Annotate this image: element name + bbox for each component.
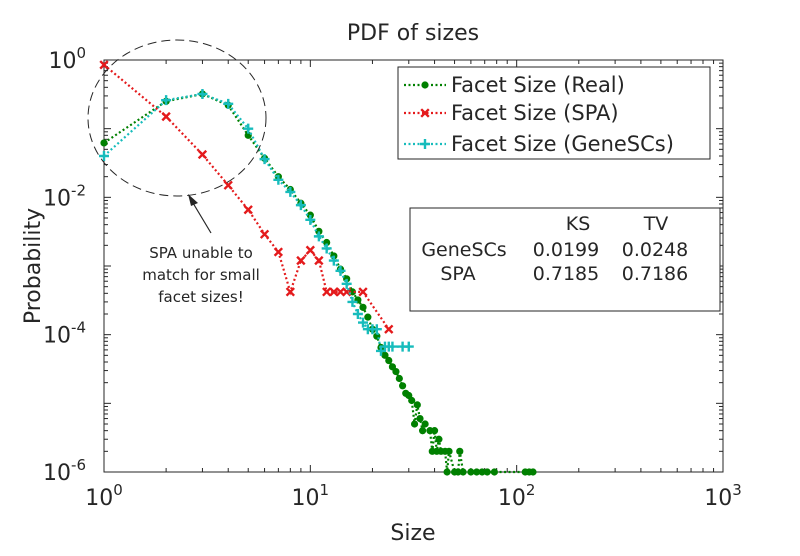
legend-marker-spa	[420, 108, 430, 118]
data-point-spa	[259, 229, 270, 239]
data-point-genescs	[259, 154, 270, 165]
data-point-real	[443, 468, 451, 476]
data-point-spa	[322, 287, 332, 297]
data-point-genescs	[161, 95, 172, 106]
data-point-real	[483, 468, 491, 476]
table-cell-spa-ks: 0.7185	[533, 263, 599, 285]
data-point-genescs	[99, 150, 109, 161]
data-point-real	[435, 435, 443, 443]
data-point-spa	[314, 255, 324, 266]
data-point-genescs	[358, 317, 369, 328]
data-point-spa	[305, 245, 315, 255]
y-tick-label: 10-2	[43, 181, 86, 211]
data-point-real	[445, 447, 453, 455]
data-point-real	[408, 396, 416, 405]
legend-marker-real	[421, 81, 429, 89]
chart-title: PDF of sizes	[347, 21, 479, 46]
series-genescs	[99, 88, 414, 356]
data-point-real	[418, 427, 427, 435]
data-point-genescs	[313, 231, 324, 242]
data-point-genescs	[285, 186, 296, 197]
data-point-genescs	[347, 296, 358, 307]
x-tick-label: 103	[704, 481, 742, 511]
legend-label-spa: Facet Size (SPA)	[451, 101, 619, 125]
y-tick-label: 10-6	[43, 456, 86, 486]
annotation-line-1: SPA unable to	[149, 244, 253, 262]
table-cell-spa-tv: 0.7186	[622, 263, 688, 285]
annotation-arrow-head	[188, 194, 198, 206]
legend-marker-genescs	[420, 139, 430, 149]
data-point-spa	[197, 149, 208, 160]
x-tick-label: 101	[292, 481, 330, 511]
data-point-spa	[384, 324, 394, 334]
table-cell-genescs-tv: 0.0248	[622, 239, 688, 261]
axis-tick-labels: 100 101 102 103 100 10-2 10-4 10-6	[43, 44, 742, 511]
data-point-genescs	[328, 255, 339, 266]
data-point-genescs	[371, 324, 382, 335]
data-point-real	[529, 468, 537, 476]
data-point-genescs	[321, 243, 332, 254]
data-point-genescs	[403, 341, 414, 352]
table-header-tv: TV	[643, 213, 669, 235]
data-point-real	[430, 427, 439, 435]
data-point-genescs	[295, 200, 306, 211]
data-point-real	[413, 401, 421, 409]
data-point-spa	[285, 287, 295, 297]
table-cell-genescs-ks: 0.0199	[533, 239, 599, 261]
data-point-real	[490, 468, 499, 476]
data-point-real	[388, 363, 397, 371]
annotation-line-2: match for small	[142, 266, 260, 284]
data-point-real	[395, 374, 403, 383]
highlight-circle	[87, 39, 267, 197]
data-point-spa	[296, 255, 306, 266]
data-point-real	[385, 356, 393, 365]
x-axis-label: Size	[390, 521, 435, 546]
data-point-spa	[223, 180, 233, 190]
data-point-real	[392, 367, 400, 376]
data-point-genescs	[387, 341, 398, 352]
legend: Facet Size (Real) Facet Size (SPA) Facet…	[397, 66, 711, 160]
data-point-genescs	[223, 98, 234, 109]
data-point-real	[359, 303, 367, 311]
table-row-label-spa: SPA	[440, 263, 475, 285]
series-layer	[99, 60, 537, 476]
data-point-genescs	[335, 265, 346, 276]
data-point-genescs	[273, 174, 284, 185]
table-row-label-genescs: GeneSCs	[421, 239, 506, 261]
x-tick-label: 102	[498, 481, 536, 511]
data-point-genescs	[341, 278, 352, 289]
y-tick-label: 10-4	[43, 319, 86, 349]
data-point-real	[364, 313, 372, 321]
data-point-spa	[358, 287, 368, 297]
y-axis-label: Probability	[21, 208, 46, 324]
legend-label-genescs: Facet Size (GeneSCs)	[451, 132, 674, 156]
x-tick-label: 100	[85, 481, 123, 511]
data-point-genescs	[197, 88, 208, 99]
legend-label-real: Facet Size (Real)	[451, 73, 625, 97]
annotation-line-3: facet sizes!	[158, 288, 244, 306]
data-point-real	[398, 382, 407, 390]
data-point-genescs	[243, 123, 254, 134]
data-point-genescs	[305, 214, 316, 225]
data-point-real	[421, 420, 429, 428]
legend-samples	[404, 81, 446, 149]
metrics-table-box	[409, 207, 721, 312]
data-point-real	[410, 420, 419, 428]
legend-box	[397, 66, 711, 160]
data-point-real	[416, 414, 424, 423]
data-point-real	[456, 447, 464, 455]
table-header-ks: KS	[566, 213, 591, 235]
data-point-spa	[273, 247, 284, 257]
data-point-spa	[161, 111, 171, 122]
data-point-spa	[243, 205, 253, 215]
y-tick-label: 100	[48, 44, 86, 74]
data-point-real	[459, 468, 467, 476]
data-point-genescs	[352, 308, 363, 319]
metrics-table: KS TV GeneSCs 0.0199 0.0248 SPA 0.7185 0…	[409, 207, 721, 312]
data-point-real	[100, 139, 108, 147]
data-point-spa	[99, 60, 109, 70]
